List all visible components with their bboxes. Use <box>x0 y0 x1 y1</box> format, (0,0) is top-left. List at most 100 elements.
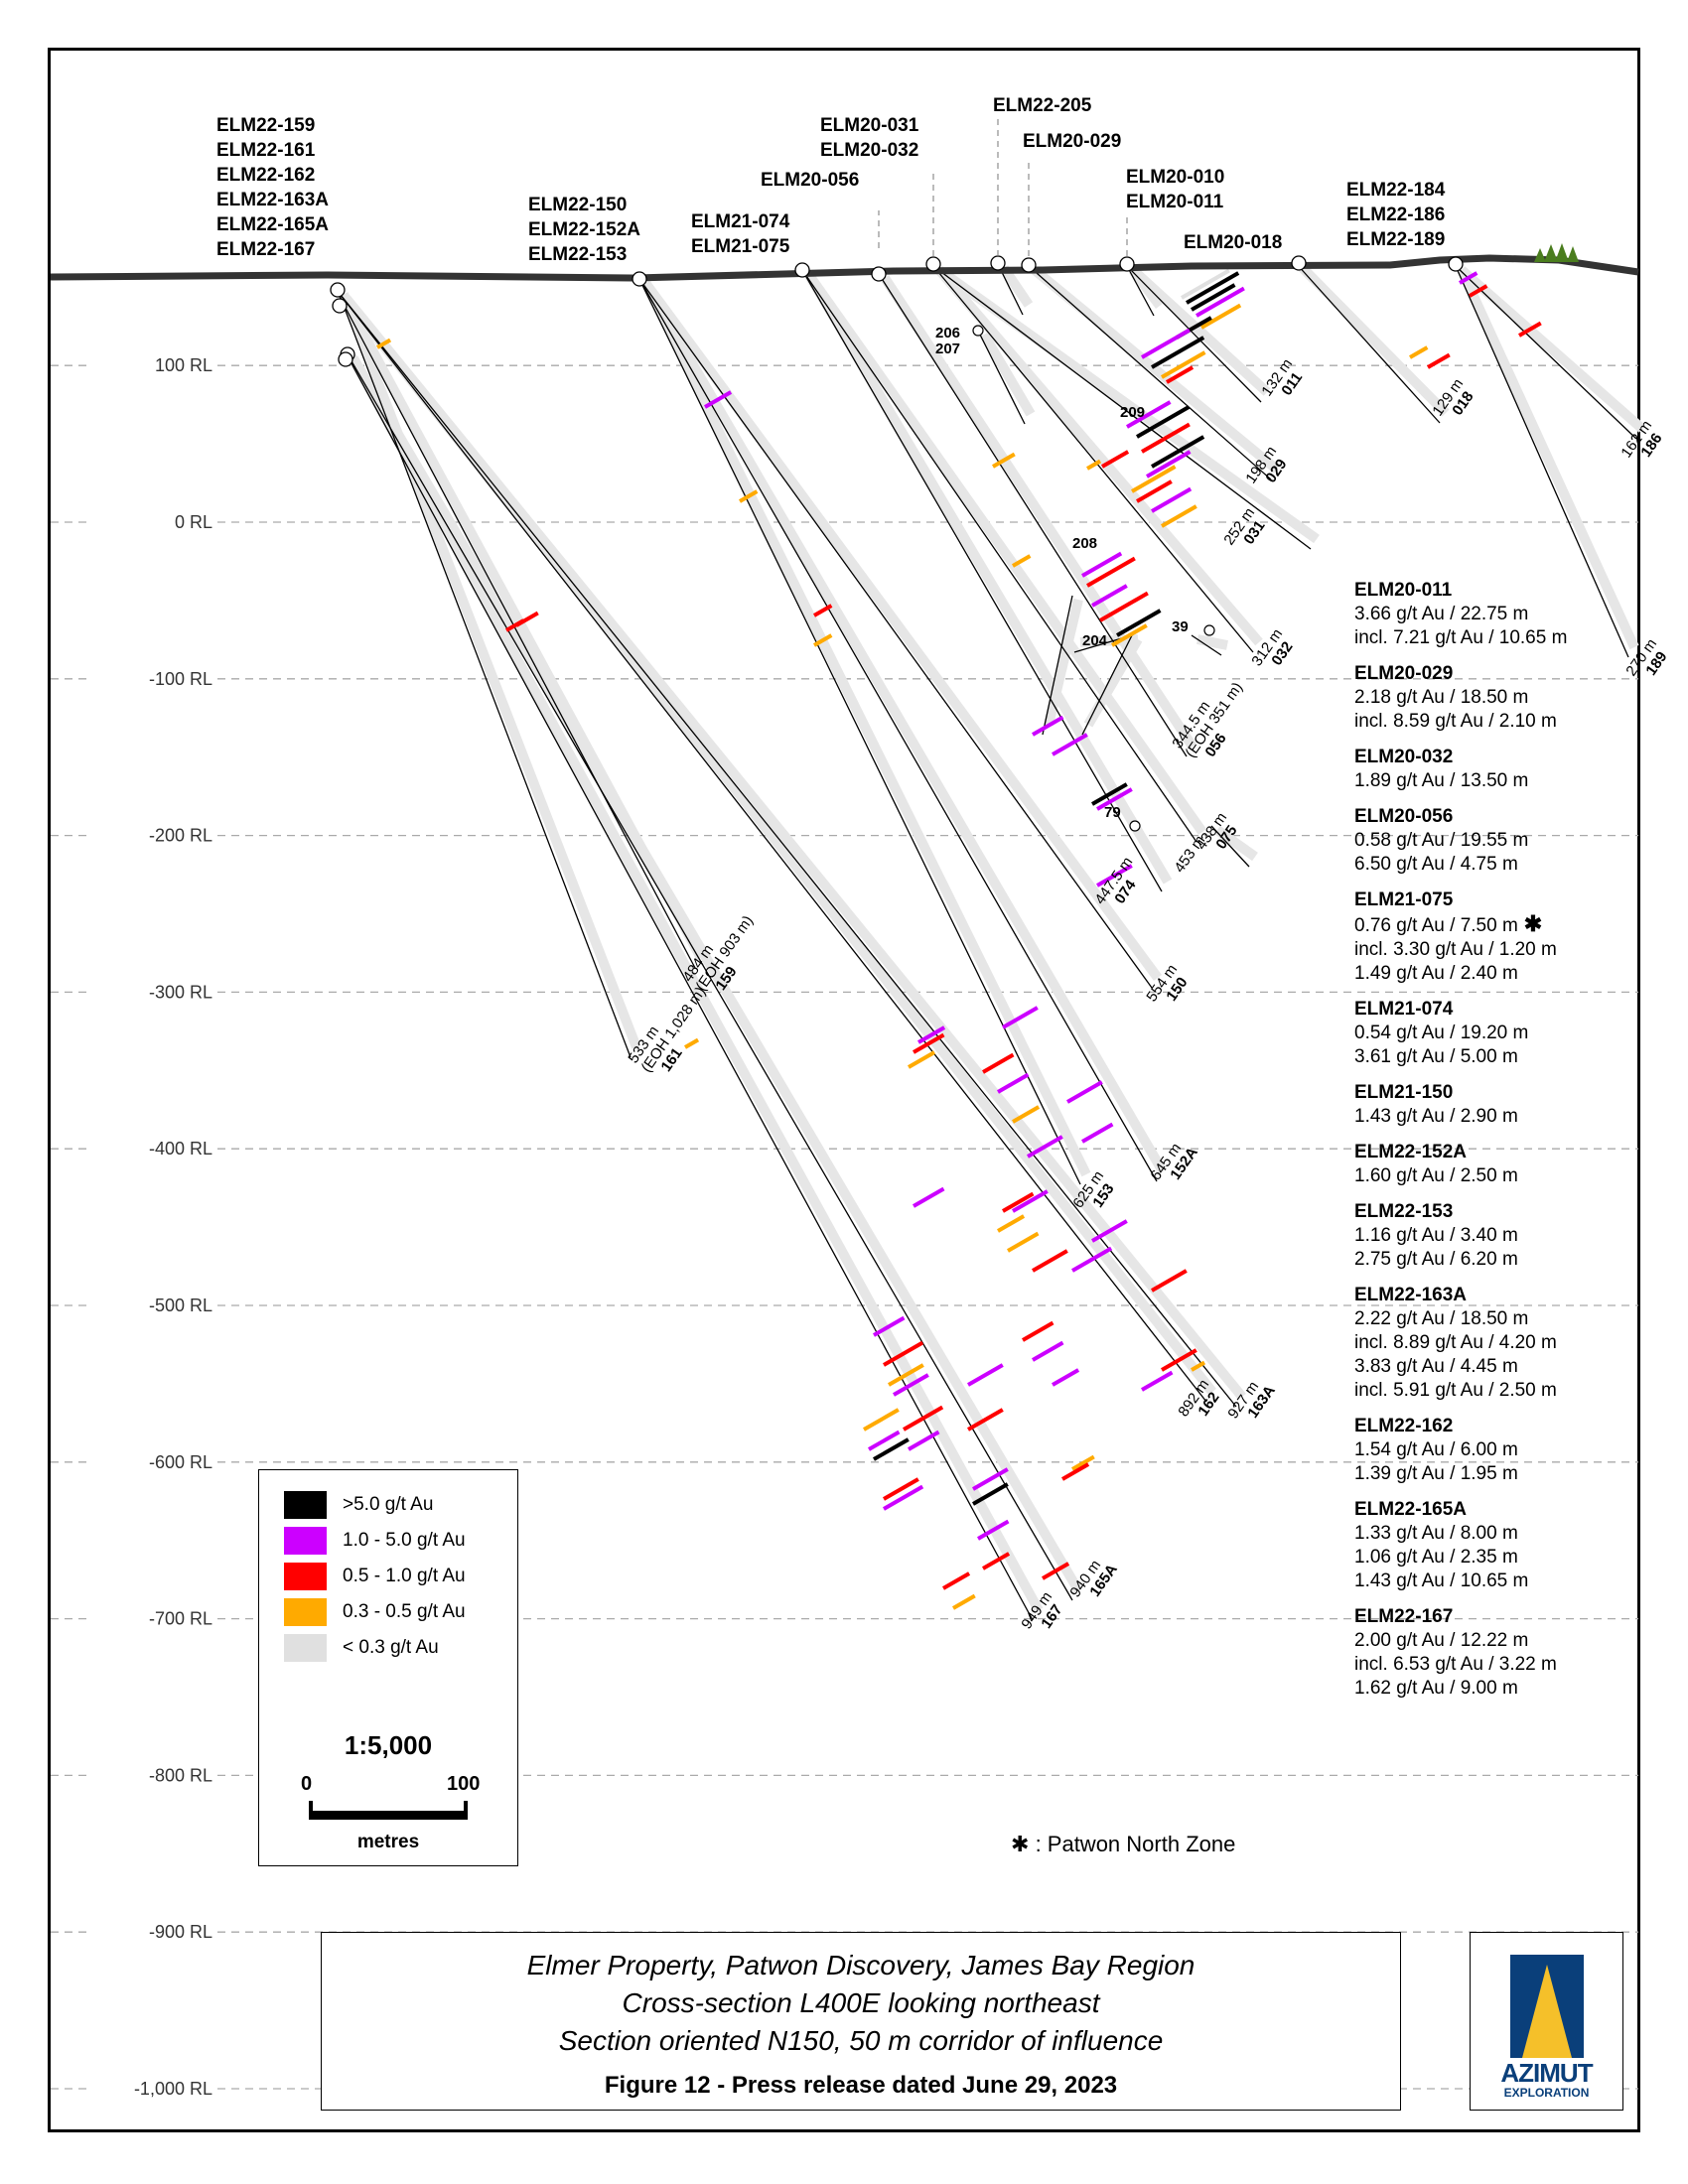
collar-label: ELM22-189 <box>1346 229 1445 250</box>
result-line: 1.33 g/t Au / 8.00 m <box>1354 1522 1632 1546</box>
elevation-label: 100 RL <box>155 355 212 375</box>
eoh-label: 453 m <box>1171 832 1208 876</box>
drill-traces <box>337 262 1646 1621</box>
assay-intercept <box>1459 271 1478 285</box>
low-grade-trace <box>803 271 1207 835</box>
assay-intercept <box>992 452 1016 469</box>
elevation-label: -900 RL <box>149 1922 212 1942</box>
elevation-label: -500 RL <box>149 1296 212 1315</box>
assay-intercept <box>739 489 759 503</box>
result-block: ELM21-150 1.43 g/t Au / 2.90 m <box>1354 1081 1632 1129</box>
collar-marker <box>1291 255 1307 271</box>
low-grade-trace <box>1129 266 1271 396</box>
assay-intercept <box>1071 1454 1095 1471</box>
result-line: incl. 8.59 g/t Au / 2.10 m <box>1354 710 1632 734</box>
result-hole-id: ELM20-029 <box>1354 663 1454 684</box>
result-text: 1.39 g/t Au / 1.95 m <box>1354 1463 1518 1484</box>
result-text: 1.49 g/t Au / 2.40 m <box>1354 963 1518 984</box>
result-block: ELM22-163A 2.22 g/t Au / 18.50 m incl. 8.8… <box>1354 1284 1632 1403</box>
drill-trace <box>801 269 1163 892</box>
result-line: 0.54 g/t Au / 19.20 m <box>1354 1022 1632 1045</box>
drill-trace <box>878 273 1188 757</box>
collar-label: ELM20-010 <box>1126 167 1224 188</box>
result-line: incl. 6.53 g/t Au / 3.22 m <box>1354 1653 1632 1677</box>
drill-trace <box>347 353 1073 1601</box>
result-hole-id: ELM22-163A <box>1354 1285 1467 1305</box>
collar-marker <box>1448 256 1464 272</box>
result-line: 1.54 g/t Au / 6.00 m <box>1354 1438 1632 1462</box>
drill-trace <box>1126 265 1155 317</box>
low-grade-trace <box>1196 634 1228 650</box>
legend-label: 0.3 - 0.5 g/t Au <box>343 1601 466 1622</box>
legend-swatch <box>284 1563 327 1590</box>
drill-trace <box>339 293 1207 1403</box>
drill-trace <box>1455 265 1629 658</box>
assay-intercept <box>863 1408 900 1432</box>
assay-intercept <box>997 1214 1026 1233</box>
elevation-label: -100 RL <box>149 669 212 689</box>
collar-labels: ELM22-159 ELM22-161 ELM22-162 ELM22-163A ELM… <box>216 95 1446 265</box>
assay-intercept <box>868 1430 901 1451</box>
assay-intercept <box>1191 1360 1206 1372</box>
figure-caption: Figure 12 - Press release dated June 29,… <box>604 2072 1118 2099</box>
assay-intercept <box>1052 733 1088 756</box>
low-grade-trace <box>343 295 1246 1401</box>
assay-intercept <box>917 1025 946 1044</box>
drill-trace <box>977 330 1026 425</box>
result-text: 1.33 g/t Au / 8.00 m <box>1354 1523 1518 1544</box>
result-text: 3.83 g/t Au / 4.45 m <box>1354 1356 1518 1377</box>
collar-marker <box>1119 256 1135 272</box>
result-hole-id: ELM21-074 <box>1354 999 1454 1020</box>
drill-trace <box>1126 265 1262 403</box>
result-line: 3.66 g/t Au / 22.75 m <box>1354 603 1632 626</box>
assay-intercept <box>967 1363 1004 1387</box>
result-text: incl. 7.21 g/t Au / 10.65 m <box>1354 627 1568 648</box>
assay-intercept <box>883 1340 924 1367</box>
low-grade-trace <box>979 332 1036 417</box>
logo-name: AZIMUT <box>1500 2058 1593 2088</box>
assay-intercept <box>813 604 833 617</box>
collar-marker <box>1203 624 1215 636</box>
low-grade-trace <box>935 266 1263 646</box>
assay-intercept <box>1071 1246 1113 1273</box>
low-grade-trace <box>803 271 1173 885</box>
assay-intercept <box>1161 350 1206 379</box>
result-text: 2.00 g/t Au / 12.22 m <box>1354 1630 1529 1651</box>
elevation-label: -300 RL <box>149 982 212 1002</box>
collar-label: ELM22-186 <box>1346 205 1445 225</box>
off-section-hole-label: 209 <box>1120 404 1145 421</box>
eoh-label: 344.5 m(EOH 351 m)056 <box>1169 679 1246 760</box>
drill-trace <box>1455 265 1637 440</box>
result-hole-id: ELM21-150 <box>1354 1082 1454 1103</box>
assay-intercept <box>1136 479 1173 503</box>
legend-swatch <box>284 1598 327 1626</box>
assay-intercept <box>1099 591 1149 622</box>
assay-intercept <box>873 1315 906 1337</box>
low-grade-trace <box>640 280 1091 1177</box>
result-line: 2.22 g/t Au / 18.50 m <box>1354 1307 1632 1331</box>
drill-trace <box>638 278 1158 1182</box>
result-hole-id: ELM22-165A <box>1354 1499 1467 1520</box>
result-block: ELM22-152A 1.60 g/t Au / 2.50 m <box>1354 1141 1632 1188</box>
scale-tick <box>309 1801 313 1820</box>
result-block: ELM22-153 1.16 g/t Au / 3.40 m 2.75 g/t Au… <box>1354 1200 1632 1272</box>
low-grade-trace <box>640 280 1163 981</box>
logo-triangle-icon <box>1510 1955 1584 2058</box>
result-text: 1.43 g/t Au / 2.90 m <box>1354 1106 1518 1127</box>
result-line: 2.18 g/t Au / 18.50 m <box>1354 686 1632 710</box>
assay-intercept <box>982 1052 1015 1074</box>
drill-trace <box>337 289 632 1058</box>
company-logo: AZIMUT EXPLORATION <box>1470 1932 1623 2111</box>
assay-intercept <box>684 1037 700 1049</box>
result-text: 1.16 g/t Au / 3.40 m <box>1354 1225 1518 1246</box>
assay-intercept <box>1052 1368 1080 1387</box>
collar-marker <box>338 351 353 367</box>
result-line: incl. 5.91 g/t Au / 2.50 m <box>1354 1379 1632 1403</box>
collar-label: ELM22-152A <box>528 219 640 240</box>
result-text: 1.54 g/t Au / 6.00 m <box>1354 1439 1518 1460</box>
assay-intercept <box>376 338 392 349</box>
assay-intercept <box>1096 787 1133 811</box>
result-block: ELM22-165A 1.33 g/t Au / 8.00 m 1.06 g/t A… <box>1354 1498 1632 1593</box>
result-line: 1.06 g/t Au / 2.35 m <box>1354 1546 1632 1570</box>
